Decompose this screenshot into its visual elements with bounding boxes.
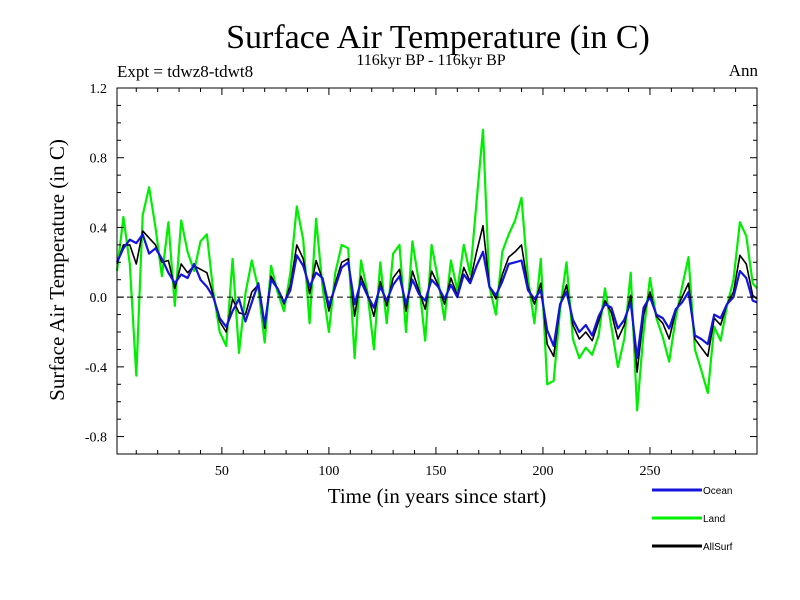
chart-subtitle: 116kyr BP - 116kyr BP (356, 52, 506, 69)
x-tick-label: 100 (318, 464, 339, 479)
y-tick-label: -0.4 (85, 361, 107, 376)
x-tick-label: 150 (425, 464, 446, 479)
y-tick-label: 0.8 (90, 152, 108, 167)
x-axis-label: Time (in years since start) (327, 484, 547, 508)
y-tick-label: -0.8 (85, 431, 107, 446)
y-tick-label: 1.2 (90, 82, 108, 97)
x-tick-label: 250 (639, 464, 660, 479)
plot-frame (116, 87, 758, 455)
legend-label-ocean: Ocean (703, 486, 732, 497)
y-tick-label: 0.4 (90, 221, 108, 236)
series-line-land (115, 128, 758, 412)
season-label: Ann (728, 61, 758, 80)
legend-label-land: Land (703, 514, 725, 525)
y-tick-label: 0.0 (90, 291, 108, 306)
chart-title: Surface Air Temperature (in C) (226, 19, 650, 56)
series-line-ocean (115, 233, 758, 360)
legend-label-allsurf: AllSurf (703, 542, 733, 553)
x-tick-label: 50 (215, 464, 229, 479)
experiment-label: Expt = tdwz8-tdwt8 (117, 62, 254, 81)
x-tick-label: 200 (532, 464, 553, 479)
